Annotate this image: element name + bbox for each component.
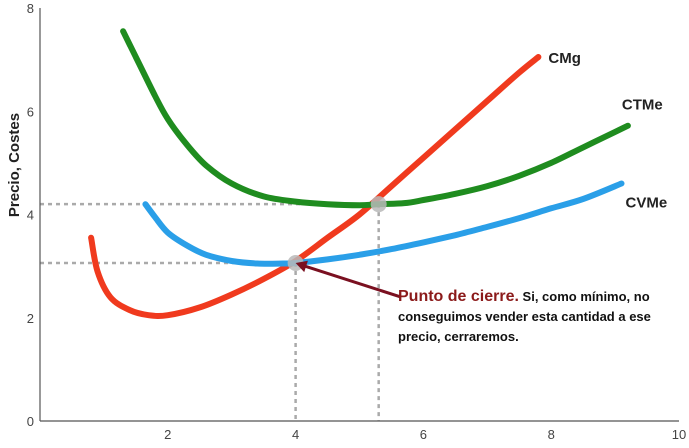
x-tick-label: 8 bbox=[548, 427, 555, 442]
annotation-arrow-head bbox=[295, 260, 308, 273]
shutdown-point-annotation: Punto de cierre. Si, como mínimo, no con… bbox=[398, 287, 668, 347]
series-label-cmg: CMg bbox=[548, 50, 581, 67]
annotation-arrow-line bbox=[301, 263, 402, 299]
series-line-cmg bbox=[88, 54, 542, 319]
series-labels: CMg CTMe CVMe bbox=[548, 50, 667, 211]
y-tick-label: 6 bbox=[27, 104, 34, 119]
annotation-text: Si, como mínimo, no conseguimos vender e… bbox=[398, 289, 651, 344]
annotation-title: Punto de cierre. bbox=[398, 288, 519, 305]
y-tick-label: 0 bbox=[27, 414, 34, 429]
y-tick-label: 2 bbox=[27, 311, 34, 326]
series-label-ctme: CTMe bbox=[622, 97, 663, 114]
intersection-point bbox=[370, 196, 387, 213]
y-tick-label: 8 bbox=[27, 1, 34, 16]
x-tick-label: 2 bbox=[164, 427, 171, 442]
tick-labels: 0 2 4 6 8 2 4 6 8 10 bbox=[27, 1, 686, 442]
x-tick-label: 4 bbox=[292, 427, 299, 442]
x-tick-label: 6 bbox=[420, 427, 427, 442]
y-axis-label: Precio, Costes bbox=[6, 113, 23, 217]
axes bbox=[39, 8, 679, 422]
annotation-arrow bbox=[295, 260, 402, 299]
series-label-cvme: CVMe bbox=[625, 195, 667, 212]
y-tick-label: 4 bbox=[27, 208, 34, 223]
series-line-cvme bbox=[142, 180, 625, 267]
x-tick-label: 10 bbox=[672, 427, 686, 442]
series-line-ctme bbox=[120, 28, 631, 209]
series-lines bbox=[88, 28, 631, 319]
